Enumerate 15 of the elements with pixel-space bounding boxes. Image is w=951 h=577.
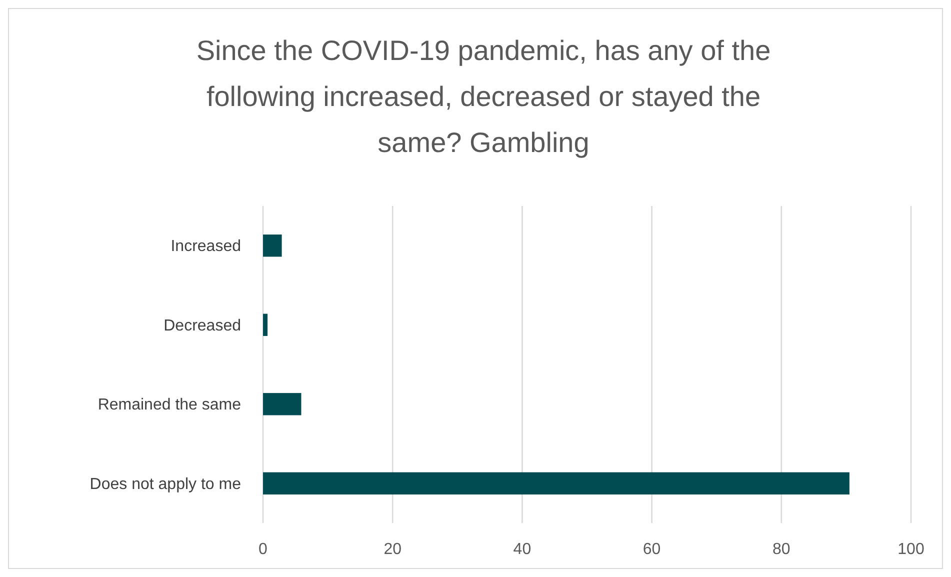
- x-tick-label: 20: [384, 541, 402, 558]
- y-tick-label: Decreased: [164, 317, 241, 334]
- x-tick-label: 80: [772, 541, 790, 558]
- x-tick-label: 60: [642, 541, 661, 558]
- y-tick-label: Does not apply to me: [90, 476, 242, 493]
- x-tick-label: 100: [898, 541, 924, 558]
- y-tick-label: Increased: [170, 238, 241, 256]
- bar: [263, 234, 282, 257]
- bar: [263, 314, 268, 336]
- chart-title: Since the COVID-19 pandemic, has any of the following increased, decreased or stayed the same? Gambling: [196, 35, 771, 158]
- bar: [263, 393, 302, 416]
- x-tick-label: 0: [258, 541, 268, 558]
- bar: [263, 472, 850, 494]
- y-tick-label: Remained the same: [98, 396, 242, 414]
- x-tick-label: 40: [513, 541, 532, 558]
